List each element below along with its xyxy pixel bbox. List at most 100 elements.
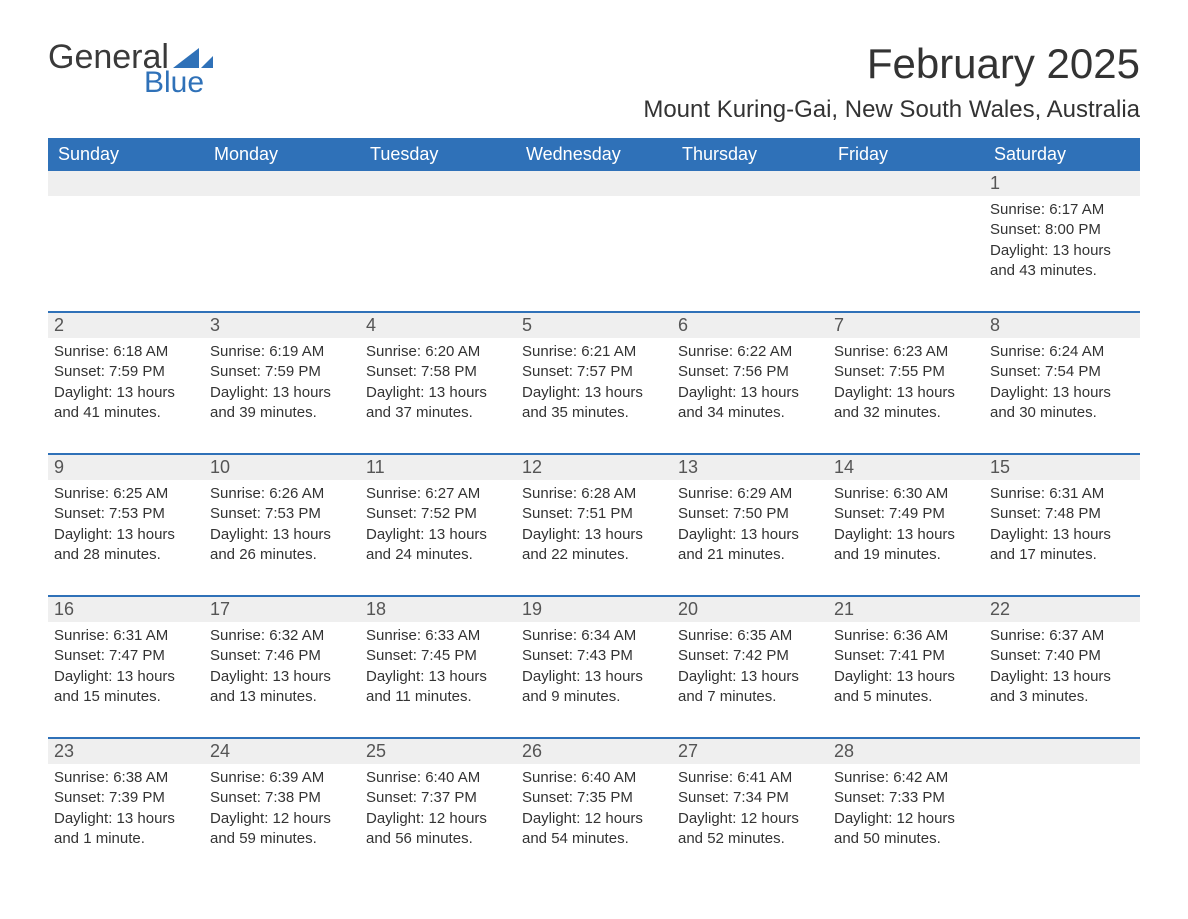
content-row: Sunrise: 6:25 AMSunset: 7:53 PMDaylight:… (48, 480, 1140, 595)
sunset-text: Sunset: 7:51 PM (522, 504, 666, 524)
daylight-text: Daylight: 13 hours and 11 minutes. (366, 667, 510, 708)
day-number (672, 171, 828, 196)
sunrise-text: Sunrise: 6:18 AM (54, 342, 198, 362)
day-number: 7 (828, 313, 984, 338)
daynum-row: 232425262728 (48, 739, 1140, 764)
sunrise-text: Sunrise: 6:33 AM (366, 626, 510, 646)
dow-saturday: Saturday (984, 138, 1140, 171)
day-number: 1 (984, 171, 1140, 196)
day-number (516, 171, 672, 196)
daylight-text: Daylight: 13 hours and 41 minutes. (54, 383, 198, 424)
logo-text-blue: Blue (144, 68, 213, 98)
day-number: 4 (360, 313, 516, 338)
days-of-week-header: SundayMondayTuesdayWednesdayThursdayFrid… (48, 138, 1140, 171)
day-number: 14 (828, 455, 984, 480)
sunrise-text: Sunrise: 6:24 AM (990, 342, 1134, 362)
content-row: Sunrise: 6:38 AMSunset: 7:39 PMDaylight:… (48, 764, 1140, 879)
daylight-text: Daylight: 13 hours and 15 minutes. (54, 667, 198, 708)
sunset-text: Sunset: 7:35 PM (522, 788, 666, 808)
sunset-text: Sunset: 7:59 PM (54, 362, 198, 382)
day-cell (48, 196, 204, 311)
day-cell: Sunrise: 6:32 AMSunset: 7:46 PMDaylight:… (204, 622, 360, 737)
day-cell: Sunrise: 6:24 AMSunset: 7:54 PMDaylight:… (984, 338, 1140, 453)
sunset-text: Sunset: 8:00 PM (990, 220, 1134, 240)
week-row: 9101112131415Sunrise: 6:25 AMSunset: 7:5… (48, 453, 1140, 595)
day-number: 17 (204, 597, 360, 622)
day-cell: Sunrise: 6:36 AMSunset: 7:41 PMDaylight:… (828, 622, 984, 737)
sunset-text: Sunset: 7:50 PM (678, 504, 822, 524)
day-number: 19 (516, 597, 672, 622)
sunset-text: Sunset: 7:47 PM (54, 646, 198, 666)
location: Mount Kuring-Gai, New South Wales, Austr… (643, 96, 1140, 124)
sunset-text: Sunset: 7:41 PM (834, 646, 978, 666)
sunrise-text: Sunrise: 6:29 AM (678, 484, 822, 504)
day-cell: Sunrise: 6:19 AMSunset: 7:59 PMDaylight:… (204, 338, 360, 453)
sunrise-text: Sunrise: 6:28 AM (522, 484, 666, 504)
sunset-text: Sunset: 7:33 PM (834, 788, 978, 808)
day-cell: Sunrise: 6:18 AMSunset: 7:59 PMDaylight:… (48, 338, 204, 453)
day-number: 21 (828, 597, 984, 622)
day-cell: Sunrise: 6:22 AMSunset: 7:56 PMDaylight:… (672, 338, 828, 453)
sunset-text: Sunset: 7:56 PM (678, 362, 822, 382)
day-cell: Sunrise: 6:39 AMSunset: 7:38 PMDaylight:… (204, 764, 360, 879)
daylight-text: Daylight: 13 hours and 17 minutes. (990, 525, 1134, 566)
sunrise-text: Sunrise: 6:23 AM (834, 342, 978, 362)
day-number: 11 (360, 455, 516, 480)
day-cell (828, 196, 984, 311)
day-number: 25 (360, 739, 516, 764)
sunset-text: Sunset: 7:49 PM (834, 504, 978, 524)
sunrise-text: Sunrise: 6:39 AM (210, 768, 354, 788)
day-number: 20 (672, 597, 828, 622)
sunset-text: Sunset: 7:52 PM (366, 504, 510, 524)
day-cell: Sunrise: 6:29 AMSunset: 7:50 PMDaylight:… (672, 480, 828, 595)
day-number (984, 739, 1140, 764)
day-cell: Sunrise: 6:37 AMSunset: 7:40 PMDaylight:… (984, 622, 1140, 737)
dow-thursday: Thursday (672, 138, 828, 171)
day-cell: Sunrise: 6:38 AMSunset: 7:39 PMDaylight:… (48, 764, 204, 879)
sunrise-text: Sunrise: 6:40 AM (522, 768, 666, 788)
sunrise-text: Sunrise: 6:31 AM (54, 626, 198, 646)
sunrise-text: Sunrise: 6:31 AM (990, 484, 1134, 504)
sunset-text: Sunset: 7:37 PM (366, 788, 510, 808)
day-number: 24 (204, 739, 360, 764)
content-row: Sunrise: 6:18 AMSunset: 7:59 PMDaylight:… (48, 338, 1140, 453)
daylight-text: Daylight: 13 hours and 19 minutes. (834, 525, 978, 566)
sunrise-text: Sunrise: 6:37 AM (990, 626, 1134, 646)
day-cell: Sunrise: 6:25 AMSunset: 7:53 PMDaylight:… (48, 480, 204, 595)
day-number: 12 (516, 455, 672, 480)
day-cell: Sunrise: 6:21 AMSunset: 7:57 PMDaylight:… (516, 338, 672, 453)
daylight-text: Daylight: 12 hours and 54 minutes. (522, 809, 666, 850)
day-cell: Sunrise: 6:28 AMSunset: 7:51 PMDaylight:… (516, 480, 672, 595)
daynum-row: 16171819202122 (48, 597, 1140, 622)
sunset-text: Sunset: 7:40 PM (990, 646, 1134, 666)
daylight-text: Daylight: 13 hours and 35 minutes. (522, 383, 666, 424)
sunrise-text: Sunrise: 6:27 AM (366, 484, 510, 504)
day-number: 22 (984, 597, 1140, 622)
sunset-text: Sunset: 7:48 PM (990, 504, 1134, 524)
logo: General Blue (48, 40, 213, 98)
day-cell (204, 196, 360, 311)
daynum-row: 9101112131415 (48, 455, 1140, 480)
day-number: 9 (48, 455, 204, 480)
daylight-text: Daylight: 13 hours and 39 minutes. (210, 383, 354, 424)
sunrise-text: Sunrise: 6:36 AM (834, 626, 978, 646)
sunrise-text: Sunrise: 6:40 AM (366, 768, 510, 788)
daylight-text: Daylight: 13 hours and 13 minutes. (210, 667, 354, 708)
day-number (360, 171, 516, 196)
daylight-text: Daylight: 13 hours and 1 minute. (54, 809, 198, 850)
day-number (828, 171, 984, 196)
day-cell: Sunrise: 6:31 AMSunset: 7:47 PMDaylight:… (48, 622, 204, 737)
sunset-text: Sunset: 7:38 PM (210, 788, 354, 808)
week-row: 16171819202122Sunrise: 6:31 AMSunset: 7:… (48, 595, 1140, 737)
daylight-text: Daylight: 13 hours and 7 minutes. (678, 667, 822, 708)
sunrise-text: Sunrise: 6:21 AM (522, 342, 666, 362)
daylight-text: Daylight: 13 hours and 3 minutes. (990, 667, 1134, 708)
day-cell: Sunrise: 6:17 AMSunset: 8:00 PMDaylight:… (984, 196, 1140, 311)
sunset-text: Sunset: 7:57 PM (522, 362, 666, 382)
day-cell: Sunrise: 6:26 AMSunset: 7:53 PMDaylight:… (204, 480, 360, 595)
week-row: 232425262728Sunrise: 6:38 AMSunset: 7:39… (48, 737, 1140, 879)
sunrise-text: Sunrise: 6:34 AM (522, 626, 666, 646)
day-number (48, 171, 204, 196)
sunset-text: Sunset: 7:53 PM (54, 504, 198, 524)
sunset-text: Sunset: 7:46 PM (210, 646, 354, 666)
